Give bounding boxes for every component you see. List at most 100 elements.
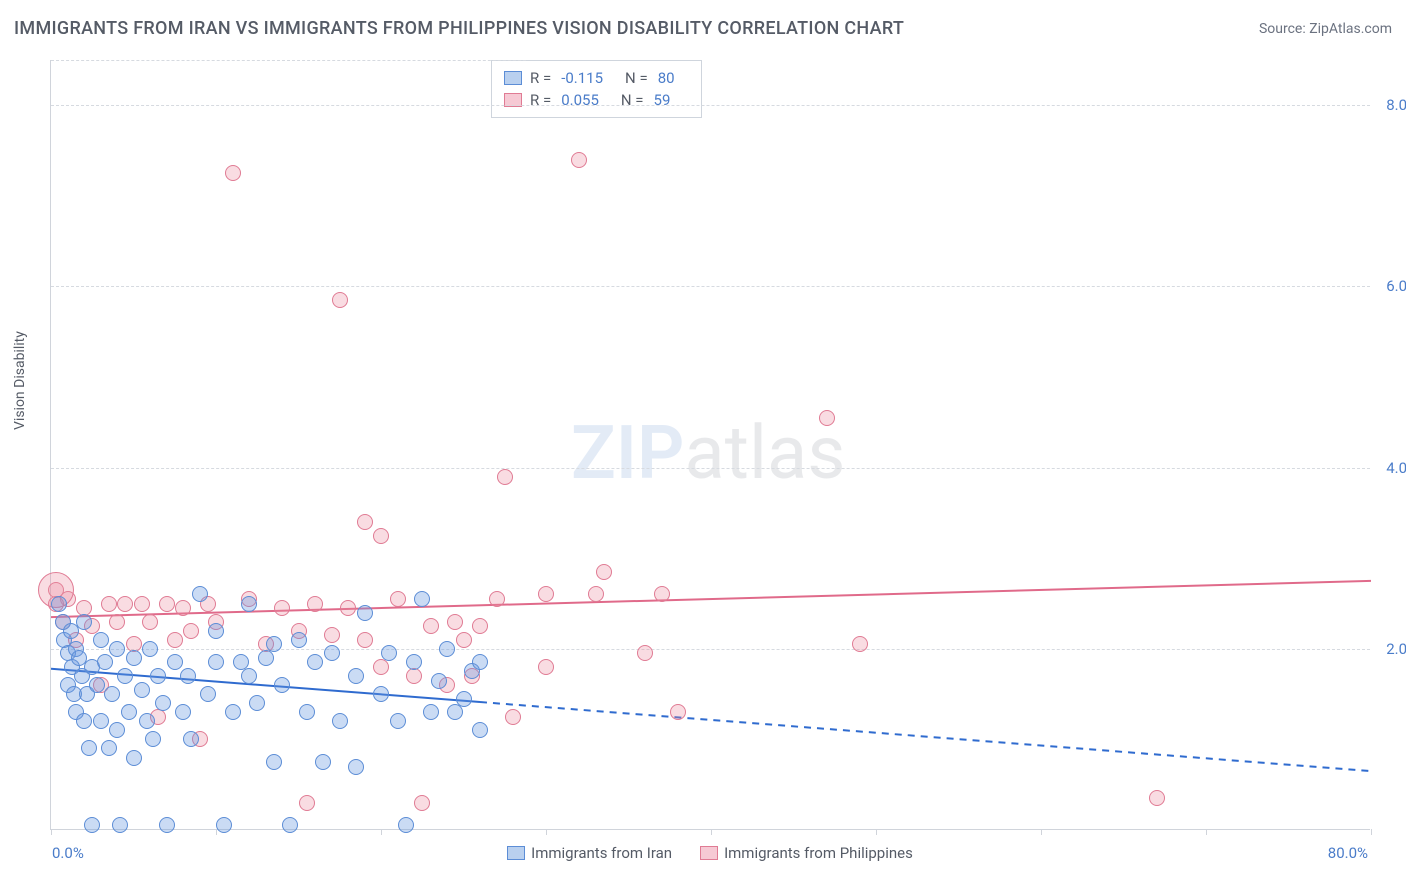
x-tick <box>1206 829 1207 835</box>
source-label: Source: ZipAtlas.com <box>1259 21 1392 37</box>
legend-label: Immigrants from Iran <box>531 844 672 862</box>
data-point <box>447 704 463 720</box>
data-point <box>588 586 604 602</box>
data-point <box>89 677 105 693</box>
x-tick <box>51 829 52 835</box>
data-point <box>414 795 430 811</box>
stats-row-phil: R = 0.055 N = 59 <box>504 89 689 111</box>
data-point <box>134 596 150 612</box>
data-point <box>357 605 373 621</box>
data-point <box>225 704 241 720</box>
data-point <box>1149 790 1165 806</box>
n-value-phil: 59 <box>654 91 671 109</box>
data-point <box>109 722 125 738</box>
gridline <box>51 468 1370 469</box>
data-point <box>241 596 257 612</box>
legend-swatch <box>700 846 718 860</box>
y-tick-label: 2.0% <box>1386 640 1406 658</box>
data-point <box>489 591 505 607</box>
data-point <box>121 704 137 720</box>
swatch-iran <box>504 71 522 85</box>
data-point <box>241 668 257 684</box>
data-point <box>373 659 389 675</box>
data-point <box>654 586 670 602</box>
data-point <box>423 704 439 720</box>
stats-legend: R = -0.115 N = 80 R = 0.055 N = 59 <box>491 60 702 118</box>
data-point <box>505 709 521 725</box>
data-point <box>307 654 323 670</box>
data-point <box>299 795 315 811</box>
data-point <box>456 691 472 707</box>
data-point <box>414 591 430 607</box>
legend-item: Immigrants from Philippines <box>700 844 913 862</box>
data-point <box>208 623 224 639</box>
data-point <box>571 152 587 168</box>
trend-lines <box>51 60 1371 830</box>
data-point <box>538 586 554 602</box>
data-point <box>357 632 373 648</box>
data-point <box>332 292 348 308</box>
data-point <box>274 677 290 693</box>
data-point <box>126 650 142 666</box>
data-point <box>266 754 282 770</box>
data-point <box>447 614 463 630</box>
data-point <box>101 740 117 756</box>
x-tick <box>1041 829 1042 835</box>
data-point <box>167 654 183 670</box>
x-tick <box>711 829 712 835</box>
data-point <box>324 627 340 643</box>
x-tick <box>381 829 382 835</box>
data-point <box>373 528 389 544</box>
data-point <box>159 817 175 833</box>
data-point <box>456 632 472 648</box>
data-point <box>51 596 67 612</box>
data-point <box>112 817 128 833</box>
data-point <box>159 596 175 612</box>
stats-row-iran: R = -0.115 N = 80 <box>504 67 689 89</box>
data-point <box>274 600 290 616</box>
data-point <box>180 668 196 684</box>
r-value-phil: 0.055 <box>561 91 599 109</box>
data-point <box>117 596 133 612</box>
data-point <box>423 618 439 634</box>
chart-title: IMMIGRANTS FROM IRAN VS IMMIGRANTS FROM … <box>14 18 904 39</box>
data-point <box>258 650 274 666</box>
data-point <box>390 713 406 729</box>
data-point <box>134 682 150 698</box>
bottom-legend: Immigrants from Iran Immigrants from Phil… <box>50 844 1370 862</box>
data-point <box>109 614 125 630</box>
data-point <box>145 731 161 747</box>
data-point <box>670 704 686 720</box>
y-tick-label: 4.0% <box>1386 459 1406 477</box>
data-point <box>340 600 356 616</box>
data-point <box>390 591 406 607</box>
data-point <box>155 695 171 711</box>
n-value-iran: 80 <box>658 69 675 87</box>
data-point <box>175 704 191 720</box>
data-point <box>439 641 455 657</box>
data-point <box>373 686 389 702</box>
data-point <box>101 596 117 612</box>
data-point <box>324 645 340 661</box>
data-point <box>109 641 125 657</box>
data-point <box>357 514 373 530</box>
data-point <box>472 618 488 634</box>
y-tick-label: 6.0% <box>1386 277 1406 295</box>
data-point <box>142 641 158 657</box>
data-point <box>76 614 92 630</box>
data-point <box>97 654 113 670</box>
chart-container: ZIPatlas R = -0.115 N = 80 R = 0.055 N =… <box>50 60 1370 830</box>
data-point <box>819 410 835 426</box>
data-point <box>126 750 142 766</box>
data-point <box>208 654 224 670</box>
data-point <box>497 469 513 485</box>
data-point <box>431 673 447 689</box>
data-point <box>472 722 488 738</box>
data-point <box>225 165 241 181</box>
chart-header: IMMIGRANTS FROM IRAN VS IMMIGRANTS FROM … <box>14 18 1392 39</box>
data-point <box>381 645 397 661</box>
data-point <box>93 632 109 648</box>
data-point <box>406 654 422 670</box>
data-point <box>200 686 216 702</box>
r-value-iran: -0.115 <box>561 69 603 87</box>
